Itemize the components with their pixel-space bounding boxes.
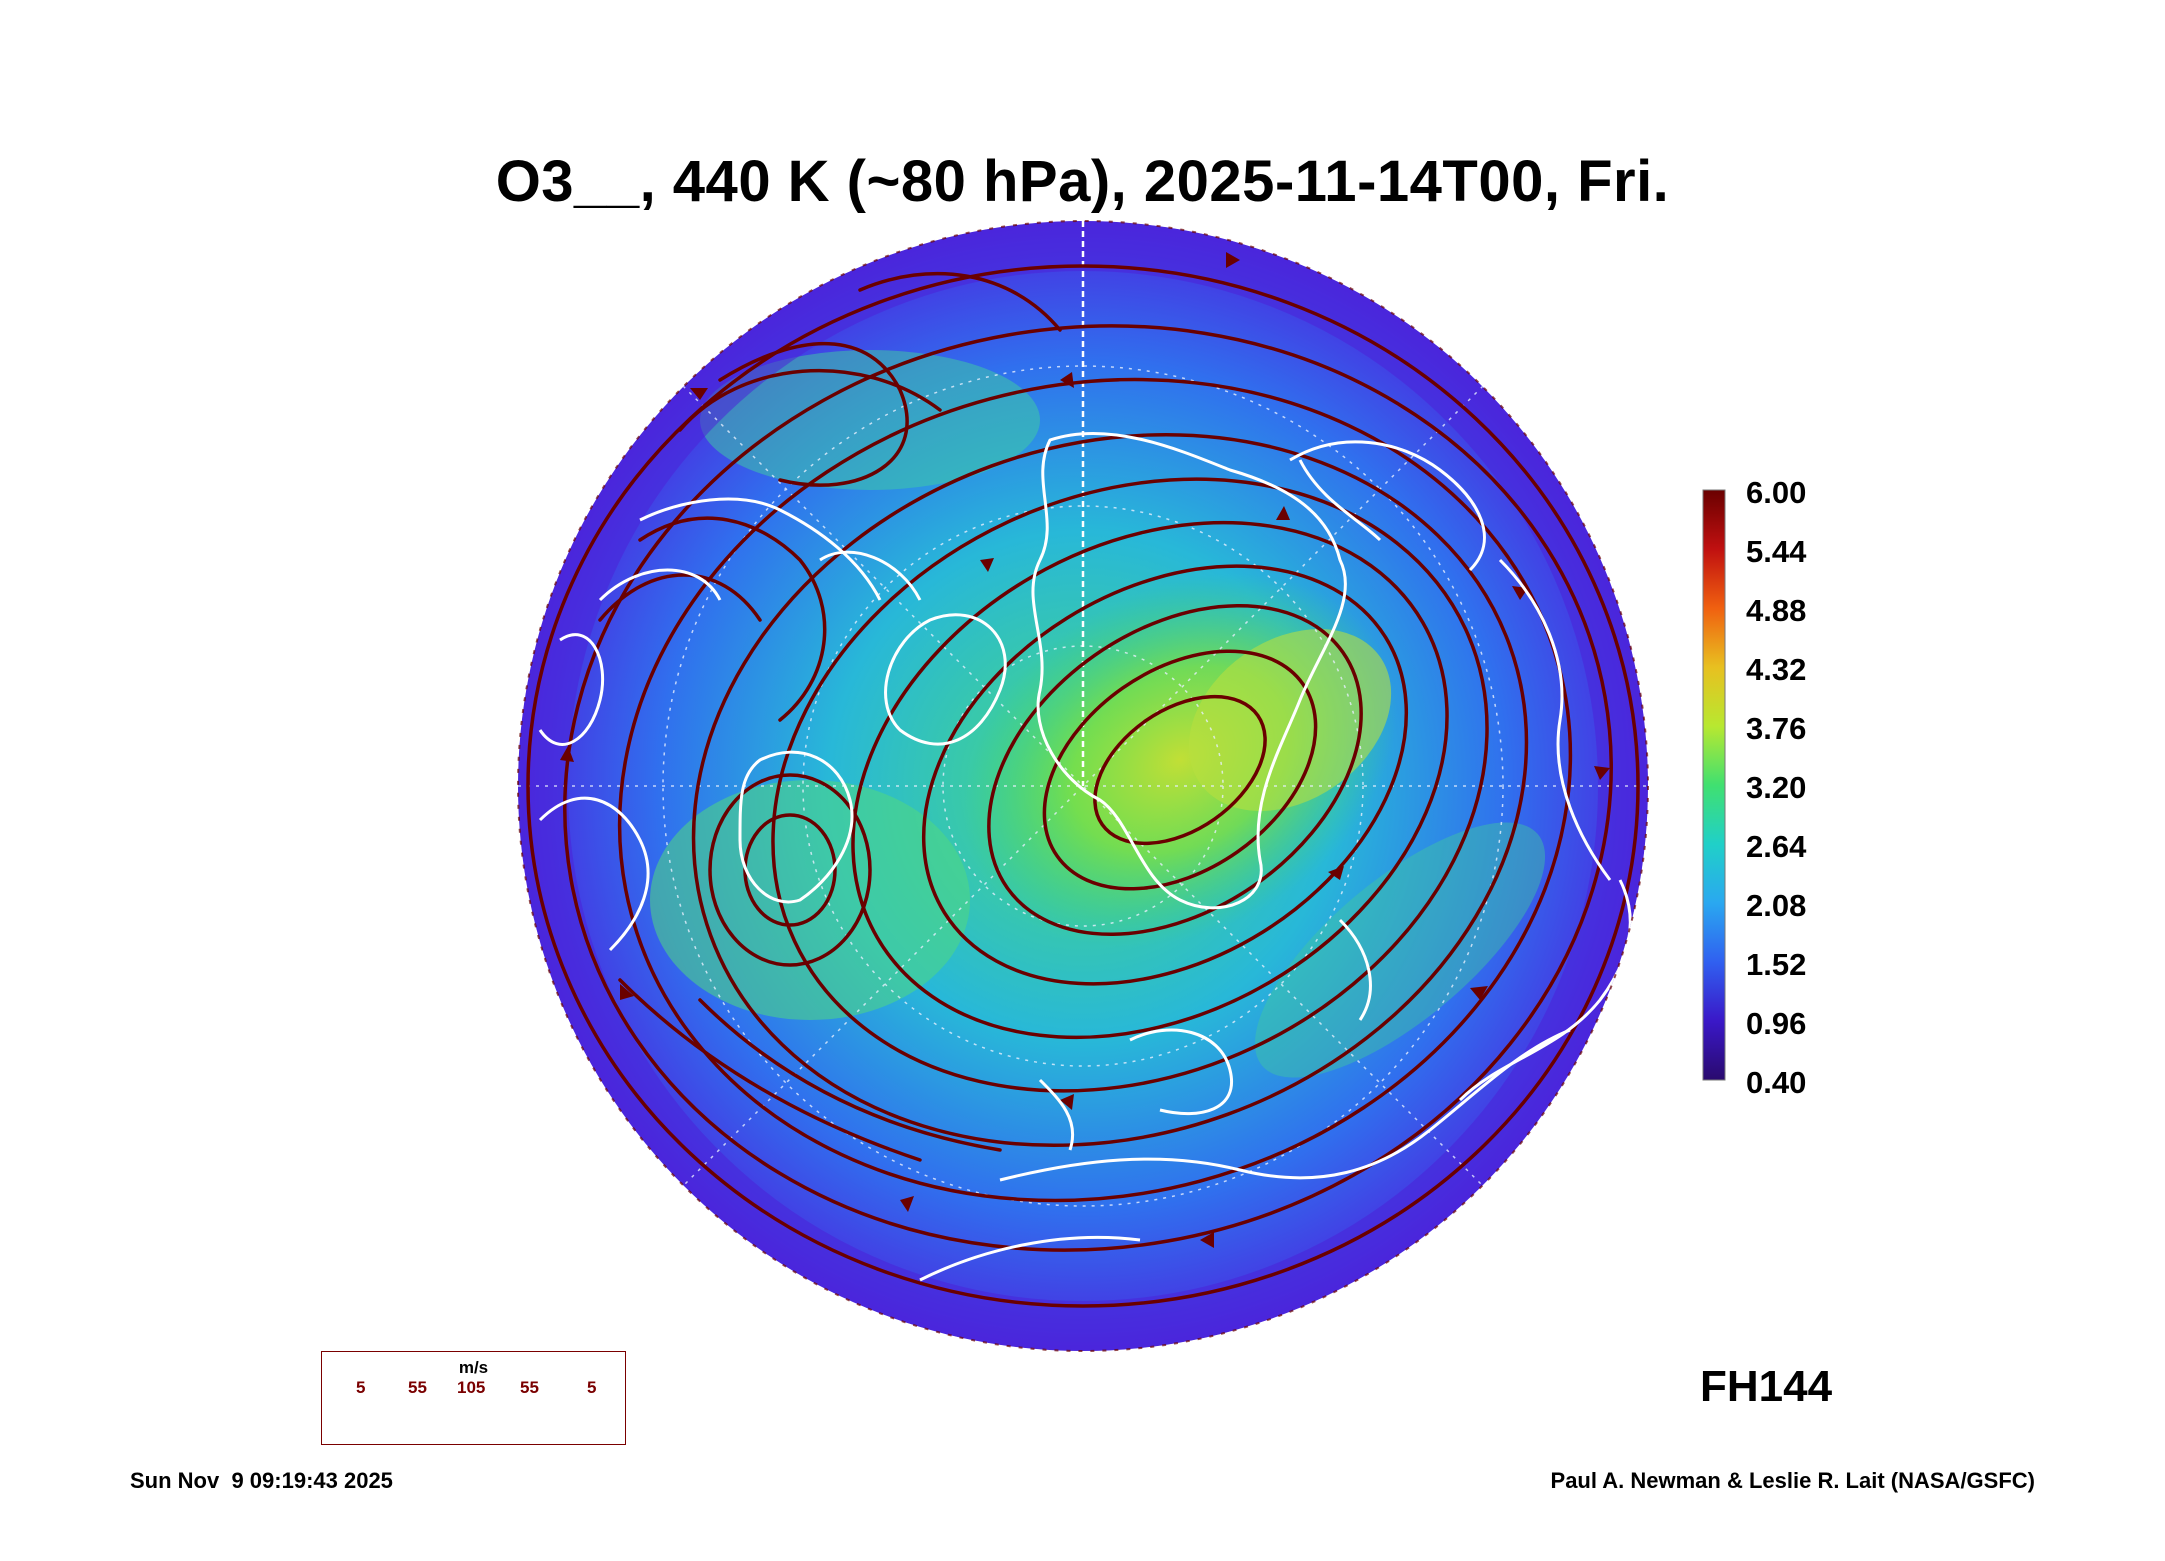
- map-boundary: [517, 220, 1649, 1352]
- colorbar-tick-label: 1.52: [1746, 947, 1807, 982]
- colorbar-tick-label: 2.08: [1746, 888, 1807, 923]
- colorbar: [1702, 489, 1726, 1081]
- coastlines: [538, 431, 1632, 1282]
- colorbar-tick-label: 6.00: [1746, 475, 1807, 510]
- wind-legend-speed: 5: [587, 1378, 597, 1397]
- map-title: O3__, 440 K (~80 hPa), 2025-11-14T00, Fr…: [495, 149, 1670, 214]
- colorbar-tick-label: 4.88: [1746, 593, 1807, 628]
- colorbar-tick-label: 0.96: [1746, 1006, 1807, 1041]
- forecast-hour-label: FH144: [1700, 1362, 1833, 1411]
- wind-legend-speed: 105: [457, 1378, 486, 1397]
- colorbar-tick-label: 3.76: [1746, 711, 1807, 746]
- colorbar-tick-label: 3.20: [1746, 770, 1807, 805]
- colorbar-tick-label: 5.44: [1746, 534, 1807, 569]
- wind-legend-speed: 5: [356, 1378, 366, 1397]
- wind-speed-legend: m/s 5 55 105 55 5: [321, 1351, 626, 1445]
- colorbar-tick-label: 2.64: [1746, 829, 1807, 864]
- wind-legend-speed: 55: [408, 1378, 427, 1397]
- wind-legend-speed: 55: [520, 1378, 539, 1397]
- generation-timestamp: Sun Nov 9 09:19:43 2025: [130, 1468, 393, 1493]
- colorbar-tick-label: 4.32: [1746, 652, 1807, 687]
- wind-legend-unit: m/s: [458, 1358, 489, 1377]
- colorbar-tick-label: 0.40: [1746, 1065, 1807, 1100]
- author-credit: Paul A. Newman & Leslie R. Lait (NASA/GS…: [1550, 1468, 2035, 1493]
- streamline-arrows: [560, 252, 1610, 1248]
